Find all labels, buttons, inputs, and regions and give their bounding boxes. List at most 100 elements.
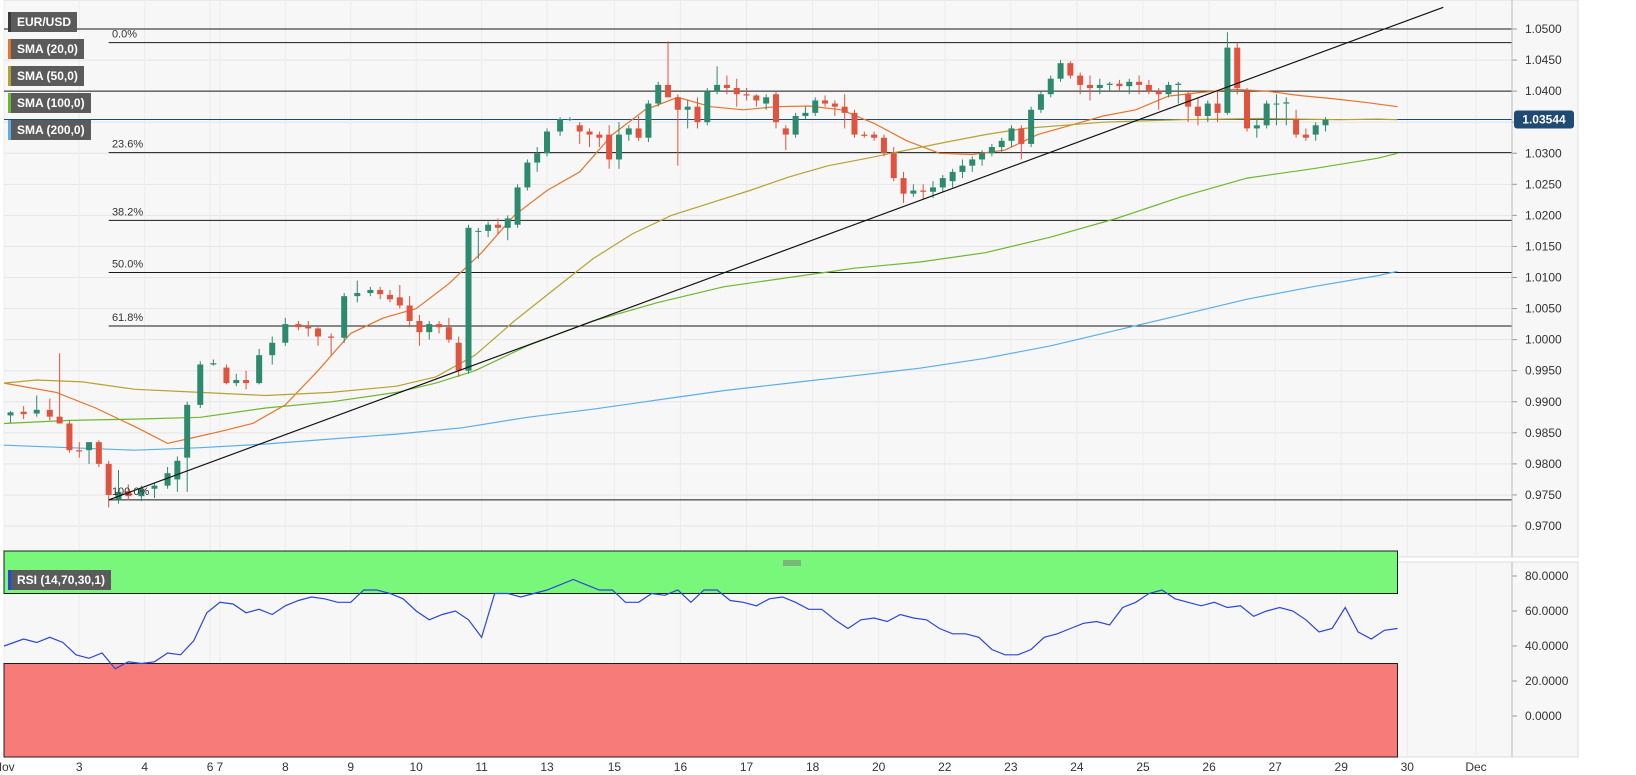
bearish-candle: [295, 324, 302, 328]
bearish-candle: [243, 380, 250, 384]
sma-50-swatch: [8, 66, 11, 86]
bearish-candle: [56, 416, 63, 424]
bearish-candle: [76, 450, 83, 452]
sma-20-label: SMA (20,0): [17, 42, 78, 56]
bearish-candle: [576, 125, 583, 132]
candles-layer: [7, 32, 1329, 508]
bearish-candle: [1194, 106, 1201, 116]
bullish-candle: [988, 147, 995, 154]
time-tick-label: 18: [806, 760, 820, 774]
legend-symbol[interactable]: EUR/USD: [8, 12, 78, 32]
time-tick-label: 25: [1136, 760, 1150, 774]
time-tick-label: Dec: [1465, 760, 1486, 774]
fibonacci-level-label: 0.0%: [112, 29, 137, 41]
labels-layer: 0.0% 23.6% 38.2% 50.0% 61.8% 100.0%: [112, 29, 150, 498]
bullish-candle: [164, 473, 171, 486]
price-tick-label: 0.9850: [1525, 426, 1562, 440]
bearish-candle: [66, 423, 73, 451]
bullish-candle: [256, 355, 263, 384]
legend-rsi[interactable]: RSI (14,70,30,1): [8, 570, 112, 590]
bearish-candle: [436, 324, 443, 328]
bullish-candle: [544, 131, 551, 154]
rsi-14-70-30-1-line: [3, 578, 1398, 670]
legend-sma-100[interactable]: SMA (100,0): [8, 93, 91, 113]
bullish-candle: [151, 485, 158, 489]
sma-20-swatch: [8, 39, 11, 59]
bullish-candle: [1283, 102, 1290, 104]
time-tick-label: 6: [207, 760, 214, 774]
bearish-candle: [445, 327, 452, 340]
bearish-candle: [377, 289, 384, 295]
bearish-candle: [223, 367, 230, 384]
bearish-candle: [841, 106, 848, 113]
time-tick-label: 27: [1268, 760, 1282, 774]
bullish-candle: [1175, 83, 1182, 85]
last-price-badge: [1514, 110, 1574, 129]
sma-100-label: SMA (100,0): [17, 96, 85, 110]
price-tick-label: 1.0150: [1525, 239, 1562, 253]
bearish-candle: [416, 320, 423, 333]
bullish-candle: [1047, 78, 1054, 95]
bearish-candle: [406, 305, 413, 321]
legend-sma-20[interactable]: SMA (20,0): [8, 39, 84, 59]
panel-resize-handle[interactable]: [783, 560, 801, 566]
time-tick-label: 10: [409, 760, 423, 774]
sma-100-swatch: [8, 93, 11, 113]
bullish-candle: [714, 84, 721, 92]
price-tick-label: 0.9700: [1525, 519, 1562, 533]
bearish-candle: [772, 94, 779, 123]
bullish-candle: [534, 153, 541, 163]
bearish-candle: [386, 294, 393, 300]
bullish-candle: [1253, 125, 1260, 129]
bullish-candle: [1106, 83, 1113, 85]
fibonacci-level-label: 23.6%: [112, 139, 143, 151]
rsi-zones-layer: [3, 550, 1398, 758]
bearish-candle: [1234, 47, 1241, 89]
time-tick-label: Nov: [0, 760, 15, 774]
time-tick-label: 4: [141, 760, 148, 774]
bullish-candle: [959, 165, 966, 172]
bullish-candle: [269, 342, 276, 356]
bullish-candle: [557, 119, 564, 132]
bullish-candle: [282, 324, 289, 343]
time-tick-label: 24: [1070, 760, 1084, 774]
legend-sma-50[interactable]: SMA (50,0): [8, 66, 84, 86]
price-tick-label: 1.0450: [1525, 53, 1562, 67]
bullish-candle: [615, 134, 622, 160]
bearish-candle: [1155, 91, 1162, 95]
bearish-candle: [851, 112, 858, 135]
bullish-candle: [625, 128, 632, 135]
sma-50-label: SMA (50,0): [17, 69, 78, 83]
bullish-candle: [1224, 47, 1231, 113]
bearish-candle: [782, 128, 789, 135]
bullish-candle: [1096, 84, 1103, 89]
bullish-candle: [138, 488, 145, 497]
time-tick-label: 15: [608, 760, 622, 774]
legend-sma-200[interactable]: SMA (200,0): [8, 120, 91, 140]
time-tick-label: 30: [1401, 760, 1415, 774]
bullish-candle: [1165, 84, 1172, 95]
bullish-candle: [969, 159, 976, 166]
bearish-candle: [1087, 84, 1094, 89]
price-tick-label: 0.9800: [1525, 457, 1562, 471]
bullish-candle: [426, 324, 433, 333]
bearish-candle: [328, 336, 335, 338]
bullish-candle: [210, 363, 217, 365]
sma-200-swatch: [8, 120, 11, 140]
last-price-label: 1.03544: [1522, 112, 1566, 126]
bearish-candle: [396, 297, 403, 306]
bearish-candle: [1116, 83, 1123, 87]
time-tick-label: 3: [76, 760, 83, 774]
time-tick-label: 7: [217, 760, 224, 774]
bearish-candle: [753, 95, 760, 101]
axis-layer: 0.9700 0.9750 0.9800 0.9850 0.9900 0.9950 1.00…: [0, 0, 1574, 774]
bearish-candle: [1136, 81, 1143, 85]
fibonacci-level-label: 100.0%: [112, 486, 150, 498]
bearish-candle: [743, 94, 750, 96]
fibonacci-level-label: 50.0%: [112, 259, 143, 271]
bullish-candle: [1126, 81, 1133, 87]
bearish-candle: [455, 342, 462, 371]
bearish-candle: [635, 128, 642, 138]
bullish-candle: [645, 103, 652, 138]
